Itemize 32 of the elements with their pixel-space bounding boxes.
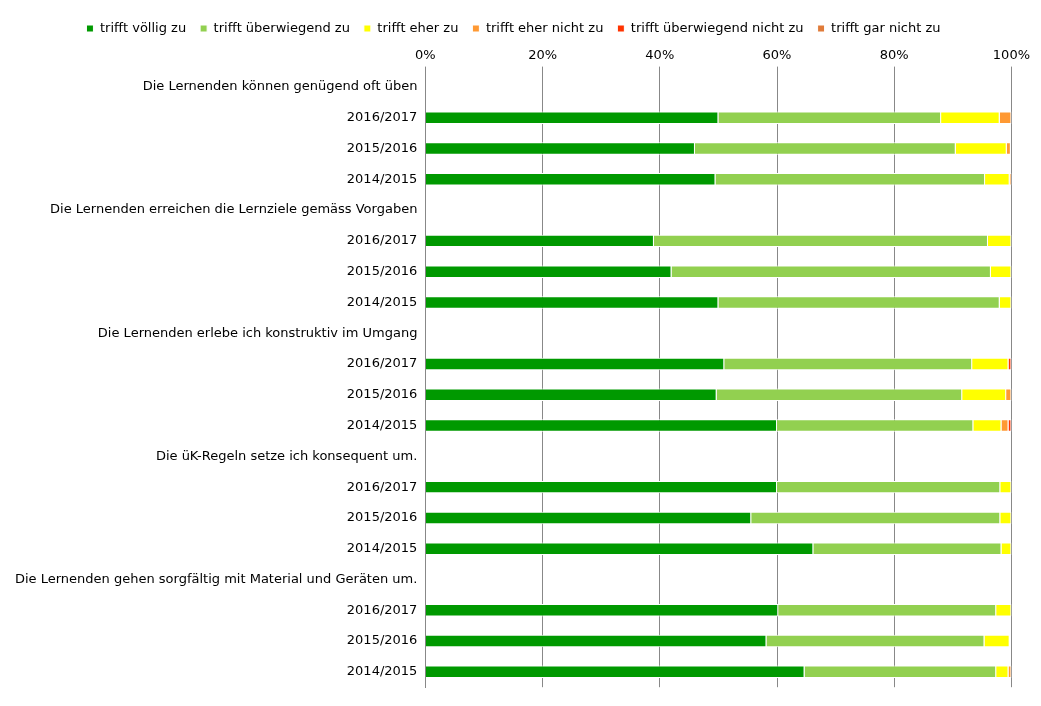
- y-tick-label: 2016/2017: [346, 601, 418, 617]
- legend-label: trifft eher nicht zu: [485, 19, 604, 35]
- y-tick-label: Die üK-Regeln setze ich konsequent um.: [155, 447, 418, 463]
- y-tick-label: 2014/2015: [346, 416, 418, 432]
- x-tick-label: 0%: [415, 47, 436, 63]
- x-tick-label: 60%: [762, 47, 792, 63]
- y-tick-label: 2015/2016: [346, 139, 418, 155]
- x-tick-label: 100%: [992, 47, 1030, 63]
- y-tick-label: 2016/2017: [346, 478, 418, 494]
- legend-label: trifft überwiegend zu: [213, 19, 350, 35]
- y-tick-label: 2015/2016: [346, 263, 418, 279]
- y-tick-label: 2015/2016: [346, 509, 418, 525]
- y-tick-label: Die Lernenden erreichen die Lernziele gemäss Vorgaben: [50, 201, 418, 217]
- x-tick-label: 40%: [645, 47, 675, 63]
- x-tick-label: 80%: [879, 47, 909, 63]
- y-tick-label: Die Lernenden gehen sorgfältig mit Material und Geräten um.: [14, 570, 418, 586]
- legend-label: trifft überwiegend nicht zu: [630, 19, 804, 35]
- y-tick-label: 2014/2015: [346, 293, 418, 309]
- y-tick-label: 2016/2017: [346, 232, 418, 248]
- legend-label: trifft völlig zu: [99, 19, 187, 35]
- y-tick-label: 2015/2016: [346, 386, 418, 402]
- y-tick-label: 2014/2015: [346, 663, 418, 679]
- y-tick-label: Die Lernenden erlebe ich konstruktiv im Umgang: [97, 324, 418, 340]
- y-tick-label: 2014/2015: [346, 170, 418, 186]
- y-tick-label: 2016/2017: [346, 355, 418, 371]
- y-tick-label: 2014/2015: [346, 540, 418, 556]
- x-tick-label: 20%: [528, 47, 558, 63]
- y-tick-label: 2016/2017: [346, 109, 418, 125]
- y-tick-label: 2015/2016: [346, 632, 418, 648]
- legend-label: trifft gar nicht zu: [831, 19, 941, 35]
- y-tick-label: Die Lernenden können genügend oft üben: [142, 78, 418, 94]
- legend-label: trifft eher zu: [377, 19, 459, 35]
